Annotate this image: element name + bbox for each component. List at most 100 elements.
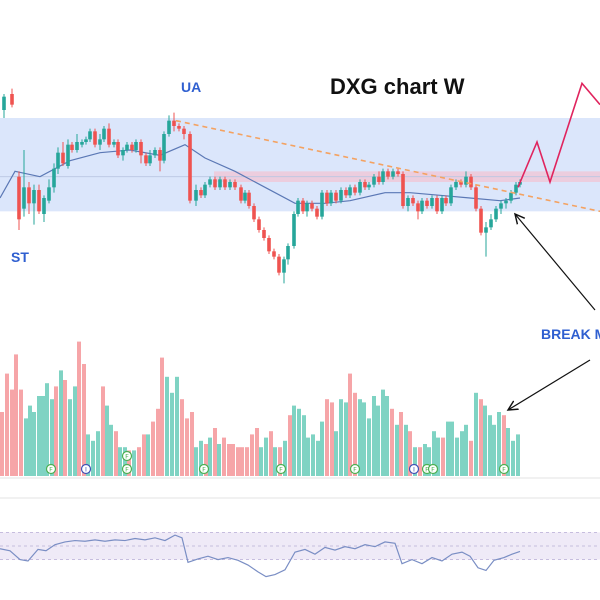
candle-body — [61, 152, 65, 164]
candle-body — [430, 198, 434, 206]
candle — [296, 198, 300, 217]
volume-bar — [0, 412, 4, 476]
event-circle — [498, 463, 510, 475]
candle-body — [213, 179, 217, 188]
event-circle — [427, 463, 439, 475]
candle — [391, 168, 395, 180]
candle-body — [252, 206, 256, 220]
candle — [377, 171, 381, 185]
event-letter: F — [202, 466, 206, 474]
event-circle — [121, 463, 133, 475]
candle — [80, 139, 84, 148]
volume-bar — [5, 373, 9, 476]
candle-body — [80, 142, 84, 145]
break-arrow-price — [515, 214, 596, 311]
candle — [381, 168, 385, 185]
volume-bar — [63, 380, 67, 476]
candle-body — [489, 219, 493, 228]
volume-bar — [10, 389, 14, 476]
candle-body — [363, 182, 367, 188]
volume-bar — [156, 408, 160, 476]
candle — [88, 128, 92, 142]
candle — [213, 176, 217, 190]
candle-body — [272, 251, 276, 257]
candle — [257, 216, 261, 233]
candle — [310, 200, 314, 212]
candle — [203, 182, 207, 198]
event-marker: F — [121, 450, 133, 462]
candle-body — [10, 94, 14, 105]
volume-bar — [160, 357, 164, 476]
candle-body — [153, 150, 157, 156]
candle — [223, 176, 227, 190]
candle-body — [125, 144, 129, 150]
candle — [10, 88, 14, 108]
candle-body — [218, 179, 222, 188]
volume-bar — [24, 418, 28, 476]
candle-body — [239, 187, 243, 201]
volume-bar — [506, 428, 510, 476]
candle-body — [112, 142, 116, 145]
candle-body — [406, 198, 410, 206]
volume-bar — [367, 418, 371, 476]
event-letter: I — [85, 466, 87, 474]
candle — [315, 206, 319, 220]
candle-body — [223, 179, 227, 188]
candle — [247, 190, 251, 209]
candle-body — [372, 176, 376, 185]
candle-body — [42, 198, 46, 214]
event-marker: F — [427, 463, 439, 475]
candle — [444, 195, 448, 206]
candle — [267, 235, 271, 254]
candle — [353, 184, 357, 196]
candle — [339, 187, 343, 204]
volume-bar — [306, 437, 310, 476]
candle — [93, 128, 97, 148]
candle — [148, 150, 152, 166]
volume-bar — [217, 444, 221, 476]
event-letter: F — [431, 466, 435, 474]
st-label: ST — [11, 249, 29, 265]
event-circle — [408, 463, 420, 475]
candle — [435, 195, 439, 214]
candle — [474, 184, 478, 212]
volume-bar — [109, 424, 113, 476]
candle — [464, 171, 468, 188]
candle-body — [459, 182, 463, 185]
candle — [272, 248, 276, 260]
volume-bar — [372, 396, 376, 476]
candle — [411, 195, 415, 206]
trend-line — [175, 119, 600, 213]
candle-body — [339, 190, 343, 201]
volume-bar — [105, 405, 109, 476]
candle — [334, 190, 338, 204]
candle — [27, 182, 31, 214]
volume-bar — [185, 418, 189, 476]
volume-bar — [165, 376, 169, 476]
volume-bar — [320, 421, 324, 476]
candle — [489, 214, 493, 230]
candle-body — [172, 120, 176, 126]
candle — [305, 200, 309, 217]
rsi-line — [0, 534, 521, 578]
candle-body — [310, 203, 314, 209]
volume-bar — [127, 450, 131, 476]
candle — [440, 195, 444, 214]
event-letter: F — [125, 466, 129, 474]
candle — [22, 150, 26, 217]
volume-bar — [502, 415, 506, 476]
candle — [208, 176, 212, 188]
candle-body — [144, 155, 148, 164]
volume-bar — [455, 437, 459, 476]
candle-body — [420, 200, 424, 212]
candle — [282, 256, 286, 284]
volume-bar — [68, 399, 72, 476]
candle-body — [177, 126, 181, 129]
candle — [167, 115, 171, 137]
candle — [84, 136, 88, 145]
candle-body — [469, 176, 473, 188]
candle — [325, 190, 329, 206]
candle — [139, 139, 143, 164]
event-letter: I — [413, 466, 415, 474]
candle-body — [93, 131, 97, 145]
